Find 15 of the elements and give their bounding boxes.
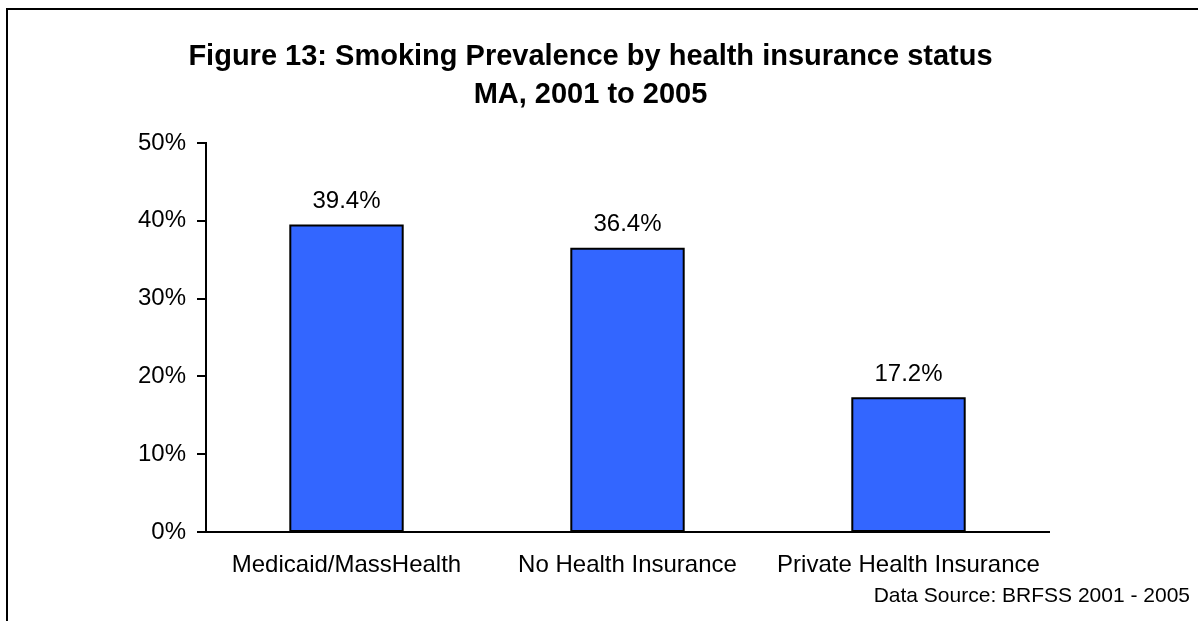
chart-title: Figure 13: Smoking Prevalence by health insurance status	[188, 39, 993, 71]
data-label: 39.4%	[312, 186, 381, 214]
data-label: 17.2%	[874, 358, 943, 386]
chart-subtitle: MA, 2001 to 2005	[473, 77, 708, 109]
y-tick-label: 40%	[137, 205, 186, 233]
source-note: Data Source: BRFSS 2001 - 2005	[873, 582, 1190, 606]
y-tick-label: 10%	[137, 438, 186, 466]
y-tick-label: 30%	[137, 283, 186, 311]
y-tick-label: 20%	[137, 361, 186, 389]
x-tick-label: Private Health Insurance	[777, 550, 1040, 578]
data-label: 36.4%	[593, 209, 662, 237]
y-tick-label: 50%	[137, 127, 186, 155]
x-tick-label: No Health Insurance	[518, 550, 737, 578]
y-tick-label: 0%	[151, 516, 186, 544]
x-tick-label: Medicaid/MassHealth	[231, 550, 462, 578]
